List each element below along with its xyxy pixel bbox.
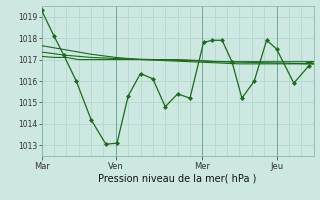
X-axis label: Pression niveau de la mer( hPa ): Pression niveau de la mer( hPa ) — [99, 173, 257, 183]
